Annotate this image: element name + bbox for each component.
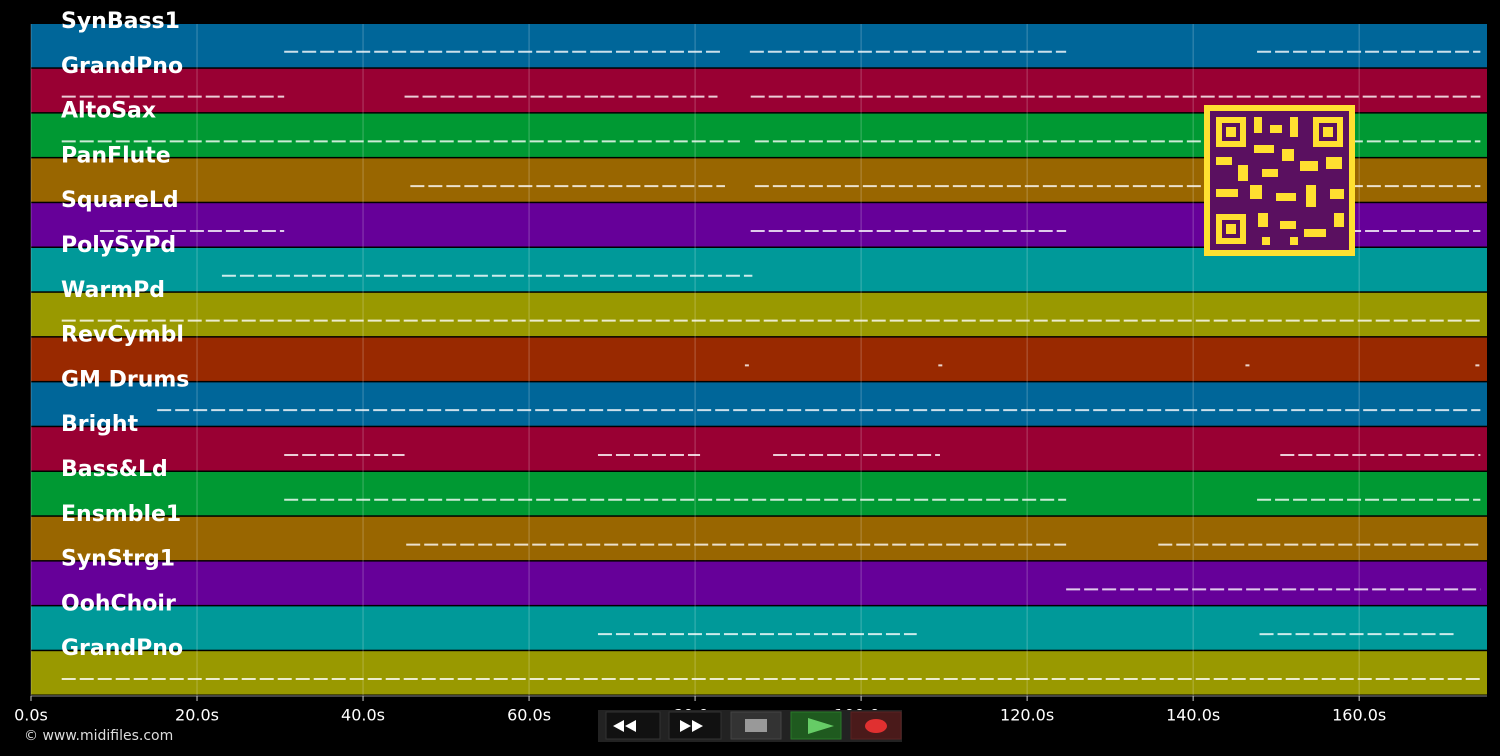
track-row bbox=[31, 382, 1487, 426]
track-row bbox=[31, 516, 1487, 561]
track-row bbox=[31, 292, 1487, 337]
credit: © www.midifiles.com bbox=[24, 728, 173, 744]
tick-label: 60.0s bbox=[507, 706, 551, 725]
fast-forward-button[interactable] bbox=[668, 711, 722, 740]
track-label: AltoSax bbox=[61, 99, 156, 124]
rewind-button[interactable] bbox=[605, 711, 661, 740]
time-grid bbox=[30, 24, 1360, 696]
play-button[interactable] bbox=[790, 711, 842, 740]
track-label: PolySyPd bbox=[61, 233, 176, 258]
qr-code bbox=[1204, 105, 1355, 256]
track-label: PanFlute bbox=[61, 143, 171, 168]
tick-label: 0.0s bbox=[14, 706, 48, 725]
track-label: OohChoir bbox=[61, 591, 176, 616]
record-button[interactable] bbox=[850, 711, 902, 740]
track-row bbox=[31, 427, 1487, 471]
track-row bbox=[31, 68, 1487, 113]
track-label: Bright bbox=[61, 412, 139, 437]
track-row bbox=[31, 651, 1487, 695]
tick-label: 140.0s bbox=[1166, 706, 1220, 725]
track-row bbox=[31, 561, 1487, 605]
track-label: GrandPno bbox=[61, 636, 183, 661]
track-label: Bass&Ld bbox=[61, 457, 168, 482]
transport-controls bbox=[598, 710, 902, 742]
track-row bbox=[31, 472, 1487, 516]
track-label: GrandPno bbox=[61, 54, 183, 79]
track-label: GM Drums bbox=[61, 367, 189, 392]
track-label: SquareLd bbox=[61, 188, 179, 213]
notes bbox=[61, 50, 1481, 680]
stop-button[interactable] bbox=[730, 711, 782, 740]
track-label: Ensmble1 bbox=[61, 502, 181, 527]
tick-label: 20.0s bbox=[175, 706, 219, 725]
track-row bbox=[31, 606, 1487, 650]
track-label: SynStrg1 bbox=[61, 547, 175, 572]
track-label: RevCymbl bbox=[61, 323, 184, 348]
track-label: WarmPd bbox=[61, 278, 165, 303]
tick-label: 160.0s bbox=[1332, 706, 1386, 725]
track-row bbox=[31, 24, 1487, 68]
tick-label: 120.0s bbox=[1000, 706, 1054, 725]
track-row bbox=[31, 337, 1487, 381]
track-labels: SynBass1 GrandPno AltoSax PanFlute SquareLd P… bbox=[61, 9, 189, 661]
track-label: SynBass1 bbox=[61, 9, 180, 34]
tick-label: 40.0s bbox=[341, 706, 385, 725]
